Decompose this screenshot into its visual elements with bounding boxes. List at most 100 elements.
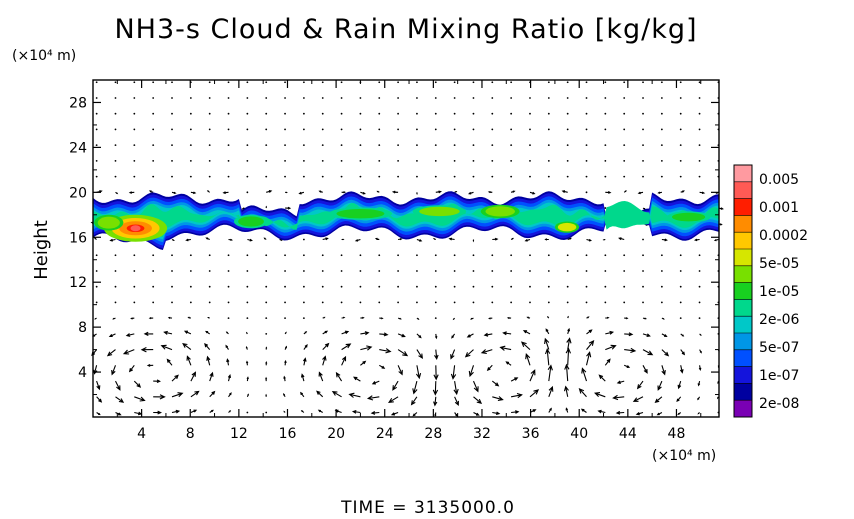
wind-vector xyxy=(95,144,98,147)
wind-vector xyxy=(303,331,308,335)
wind-vector xyxy=(563,385,569,397)
wind-vector xyxy=(547,128,550,131)
wind-vector xyxy=(227,81,230,84)
wind-vector xyxy=(548,407,552,413)
wind-vector xyxy=(525,352,531,366)
wind-vector xyxy=(416,144,418,147)
wind-vector xyxy=(416,270,418,272)
wind-vector xyxy=(529,389,540,398)
wind-vector xyxy=(209,371,214,382)
wind-vector xyxy=(511,410,520,414)
wind-vector xyxy=(96,412,101,416)
wind-vector xyxy=(95,81,98,84)
wind-vector xyxy=(566,112,569,115)
wind-vector xyxy=(510,159,513,162)
wind-vector xyxy=(547,112,550,115)
wind-vector xyxy=(416,333,422,339)
wind-vector xyxy=(189,175,192,178)
wind-vector xyxy=(171,270,173,272)
colorbar: 0.005 0.001 0.0002 5e-05 1e-05 2e-06 5e-07 1e-0… xyxy=(733,164,808,418)
wind-vector xyxy=(434,333,438,340)
wind-vector xyxy=(623,112,626,115)
wind-vector xyxy=(567,327,571,335)
colorbar-label: 1e-07 xyxy=(759,368,799,384)
wind-vector xyxy=(227,112,230,115)
y-tick-label: 28 xyxy=(69,95,87,111)
wind-vector xyxy=(322,355,327,366)
wind-vector xyxy=(544,337,550,350)
wind-vector xyxy=(128,191,135,194)
wind-vector xyxy=(642,349,654,356)
wind-vector xyxy=(265,144,268,147)
wind-vector xyxy=(378,270,381,272)
wind-vector xyxy=(340,285,343,288)
x-tick-label: 44 xyxy=(619,426,637,442)
wind-vector xyxy=(529,301,531,304)
wind-vector xyxy=(204,343,211,350)
wind-vector xyxy=(148,317,154,320)
wind-vector xyxy=(604,301,607,304)
wind-vector xyxy=(189,128,192,131)
wind-vector xyxy=(321,112,324,115)
wind-vector xyxy=(378,159,381,162)
cloud-core xyxy=(419,206,460,217)
wind-vector xyxy=(623,270,626,272)
wind-vector xyxy=(548,385,554,397)
wind-vector xyxy=(616,380,625,384)
wind-vector xyxy=(642,333,651,338)
wind-vector xyxy=(189,301,192,304)
wind-vector xyxy=(510,190,516,193)
wind-vector xyxy=(623,128,626,131)
wind-vector xyxy=(642,285,644,288)
x-tick-label: 20 xyxy=(327,426,345,442)
wind-vector xyxy=(566,159,569,162)
wind-vector xyxy=(96,380,101,391)
wind-vector xyxy=(302,317,305,320)
wind-vector xyxy=(524,238,531,242)
wind-vector xyxy=(623,190,627,193)
wind-vector xyxy=(416,97,418,99)
time-footer: TIME = 3135000.0 xyxy=(340,498,515,518)
wind-vector xyxy=(510,254,513,257)
wind-vector xyxy=(416,175,418,178)
wind-vector xyxy=(491,112,494,115)
wind-vector xyxy=(171,409,181,414)
wind-vector xyxy=(171,175,173,178)
wind-vector xyxy=(483,332,493,337)
wind-vector xyxy=(246,191,249,194)
x-tick-label: 48 xyxy=(668,426,686,442)
wind-vector xyxy=(246,393,249,398)
wind-vector xyxy=(265,205,268,209)
wind-vector xyxy=(265,411,268,414)
wind-vector xyxy=(152,144,155,147)
colorbar-label: 2e-08 xyxy=(759,396,799,412)
wind-vector xyxy=(128,364,135,373)
wind-vector xyxy=(522,330,531,335)
wind-vector xyxy=(585,270,588,272)
wind-vector xyxy=(529,254,531,257)
wind-vector xyxy=(95,112,98,115)
wind-vector xyxy=(318,371,324,382)
wind-vector xyxy=(679,254,682,257)
wind-vector xyxy=(379,332,389,337)
wind-vector xyxy=(152,270,155,272)
wind-vector xyxy=(585,301,588,304)
wind-vector xyxy=(623,285,626,288)
wind-vector xyxy=(340,175,343,178)
wind-vector xyxy=(472,254,475,257)
wind-vector xyxy=(434,144,437,147)
wind-vector xyxy=(263,237,267,240)
wind-vector xyxy=(604,144,607,147)
wind-vector xyxy=(432,381,439,396)
wind-vector xyxy=(133,301,136,304)
wind-vector xyxy=(492,411,501,416)
wind-vector xyxy=(566,337,572,350)
wind-vector xyxy=(182,342,192,351)
colorbar-swatch xyxy=(734,215,752,233)
x-tick-label: 24 xyxy=(376,426,394,442)
wind-vector xyxy=(284,301,286,304)
wind-vector xyxy=(660,159,663,162)
wind-vector xyxy=(186,355,192,366)
wind-vector xyxy=(321,175,324,178)
wind-vector xyxy=(472,380,479,393)
